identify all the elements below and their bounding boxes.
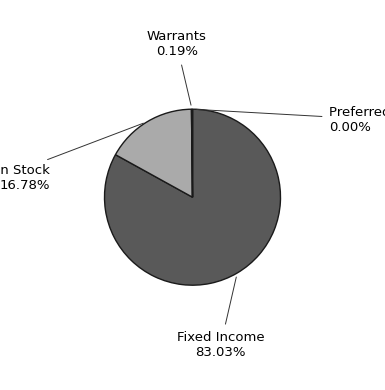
Wedge shape: [116, 109, 192, 197]
Text: Preferred Stock
0.00%: Preferred Stock 0.00%: [197, 106, 385, 134]
Wedge shape: [191, 109, 192, 197]
Text: Common Stock
16.78%: Common Stock 16.78%: [0, 123, 144, 192]
Text: Fixed Income
83.03%: Fixed Income 83.03%: [177, 277, 264, 359]
Text: Warrants
0.19%: Warrants 0.19%: [147, 30, 207, 105]
Wedge shape: [104, 109, 281, 285]
